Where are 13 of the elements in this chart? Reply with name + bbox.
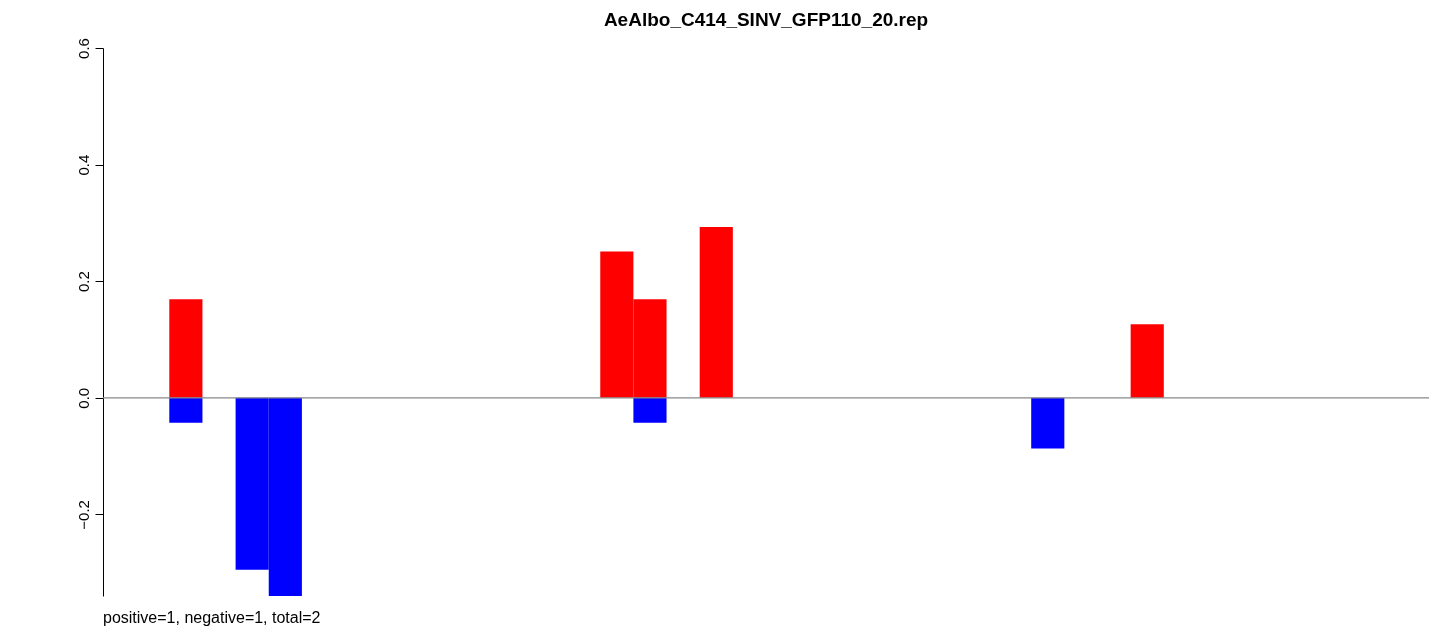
y-tick-label: 0.6: [74, 38, 92, 59]
bar: [633, 397, 667, 423]
y-tick-label: 0.0: [74, 387, 92, 409]
bar: [699, 226, 733, 398]
bar: [1031, 397, 1065, 449]
bar: [169, 299, 203, 398]
bar: [169, 397, 203, 423]
y-tick-label: −0.2: [74, 500, 92, 530]
y-tick-label: 0.4: [74, 154, 92, 176]
y-tick-label: 0.2: [74, 271, 92, 293]
chart-title: AeAlbo_C414_SINV_GFP110_20.rep: [603, 8, 929, 30]
bar: [1130, 324, 1164, 398]
text: positive=1, negative=1, total=2: [103, 609, 321, 626]
